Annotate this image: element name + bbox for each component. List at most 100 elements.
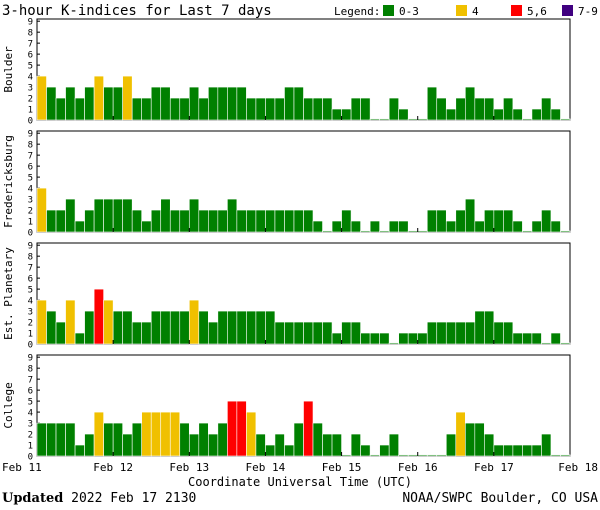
bar-2-40 bbox=[417, 332, 428, 345]
x-tick-label-4: Feb 15 bbox=[322, 461, 362, 474]
bar-1-9 bbox=[122, 198, 133, 233]
panel-label-2: Est. Planetary bbox=[2, 247, 15, 340]
bar-0-30 bbox=[322, 97, 333, 121]
bar-0-7 bbox=[103, 86, 114, 121]
bar-1-42 bbox=[436, 209, 447, 233]
bar-0-14 bbox=[169, 97, 181, 121]
bar-1-43 bbox=[445, 220, 457, 233]
bar-1-49 bbox=[503, 209, 514, 233]
bar-1-25 bbox=[274, 209, 285, 233]
bar-1-55 bbox=[560, 230, 571, 233]
bar-0-8 bbox=[112, 86, 123, 121]
bar-1-5 bbox=[84, 209, 95, 233]
panel-label-0: Boulder bbox=[2, 46, 15, 93]
bar-1-24 bbox=[265, 209, 276, 233]
bar-3-33 bbox=[350, 433, 361, 457]
bar-0-18 bbox=[208, 86, 219, 121]
y-tick-1-9: 9 bbox=[28, 130, 33, 140]
updated-timestamp: Updated 2022 Feb 17 2130 bbox=[2, 491, 196, 506]
bar-3-29 bbox=[312, 422, 323, 457]
y-tick-0-5: 5 bbox=[28, 62, 33, 72]
bar-3-44 bbox=[455, 411, 466, 457]
bar-0-3 bbox=[65, 86, 76, 121]
bar-3-54 bbox=[550, 454, 561, 457]
y-tick-1-0: 0 bbox=[28, 229, 33, 239]
bar-2-12 bbox=[150, 310, 162, 345]
bar-1-18 bbox=[208, 209, 219, 233]
legend-label: Legend: bbox=[334, 5, 380, 18]
bar-0-19 bbox=[217, 86, 228, 121]
bar-0-28 bbox=[303, 97, 314, 121]
bar-1-17 bbox=[198, 209, 209, 233]
y-tick-3-5: 5 bbox=[28, 398, 33, 408]
y-tick-3-2: 2 bbox=[28, 431, 33, 441]
legend-entry-0: 0-3 bbox=[399, 5, 419, 18]
bar-0-52 bbox=[531, 108, 542, 121]
bar-3-19 bbox=[217, 422, 228, 457]
bar-2-0 bbox=[36, 299, 47, 345]
bar-0-4 bbox=[74, 97, 85, 121]
x-tick-label-0: Feb 11 bbox=[2, 461, 42, 474]
bar-2-18 bbox=[208, 321, 219, 345]
y-tick-3-1: 1 bbox=[28, 442, 33, 452]
bar-0-1 bbox=[46, 86, 57, 121]
bar-1-21 bbox=[236, 209, 247, 233]
bar-2-23 bbox=[255, 310, 266, 345]
bar-0-48 bbox=[493, 108, 504, 121]
bar-0-50 bbox=[512, 108, 523, 121]
y-tick-2-7: 7 bbox=[28, 264, 33, 274]
bar-3-41 bbox=[426, 454, 438, 457]
bar-2-19 bbox=[217, 310, 228, 345]
bar-1-7 bbox=[103, 198, 114, 233]
bar-0-29 bbox=[312, 97, 323, 121]
bar-2-36 bbox=[379, 332, 390, 345]
bar-2-46 bbox=[474, 310, 485, 345]
bar-0-23 bbox=[255, 97, 266, 121]
bar-0-27 bbox=[293, 86, 304, 121]
y-tick-0-2: 2 bbox=[28, 95, 33, 105]
bar-0-37 bbox=[388, 97, 399, 121]
x-axis-label: Coordinate Universal Time (UTC) bbox=[188, 475, 412, 489]
y-tick-1-4: 4 bbox=[28, 185, 33, 195]
bar-3-8 bbox=[112, 422, 123, 457]
y-tick-2-4: 4 bbox=[28, 297, 33, 307]
bar-2-13 bbox=[160, 310, 171, 345]
bar-2-30 bbox=[322, 321, 333, 345]
x-tick-label-1: Feb 12 bbox=[93, 461, 133, 474]
bar-0-16 bbox=[188, 86, 200, 121]
bar-3-26 bbox=[284, 444, 295, 457]
bar-3-23 bbox=[255, 433, 266, 457]
bar-3-53 bbox=[541, 433, 552, 457]
bar-0-36 bbox=[379, 118, 390, 121]
bar-3-0 bbox=[36, 422, 47, 457]
legend-entry-3: 7-9 bbox=[578, 5, 598, 18]
bar-3-17 bbox=[198, 422, 209, 457]
bar-0-38 bbox=[398, 108, 409, 121]
y-tick-0-0: 0 bbox=[28, 117, 33, 127]
bar-3-48 bbox=[493, 444, 504, 457]
bar-2-9 bbox=[122, 310, 133, 345]
y-tick-2-5: 5 bbox=[28, 286, 33, 296]
bar-2-42 bbox=[436, 321, 447, 345]
bar-2-34 bbox=[360, 332, 371, 345]
y-tick-2-6: 6 bbox=[28, 275, 33, 285]
bar-1-29 bbox=[312, 220, 323, 233]
chart-title: 3-hour K-indices for Last 7 days bbox=[2, 3, 272, 19]
bar-1-45 bbox=[465, 198, 476, 233]
bar-0-25 bbox=[274, 97, 285, 121]
bar-0-15 bbox=[179, 97, 190, 121]
legend-entry-2: 5,6 bbox=[527, 5, 547, 18]
bar-0-13 bbox=[160, 86, 171, 121]
y-tick-1-2: 2 bbox=[28, 207, 33, 217]
y-tick-3-8: 8 bbox=[28, 365, 33, 375]
bar-0-10 bbox=[131, 97, 142, 121]
bar-0-51 bbox=[522, 118, 533, 121]
bar-0-41 bbox=[426, 86, 438, 121]
bar-1-30 bbox=[322, 230, 333, 233]
bar-3-13 bbox=[160, 411, 171, 457]
bar-0-35 bbox=[369, 118, 380, 121]
bar-2-32 bbox=[341, 321, 352, 345]
bar-1-26 bbox=[284, 209, 295, 233]
bar-1-12 bbox=[150, 209, 162, 233]
bar-2-37 bbox=[388, 342, 399, 345]
